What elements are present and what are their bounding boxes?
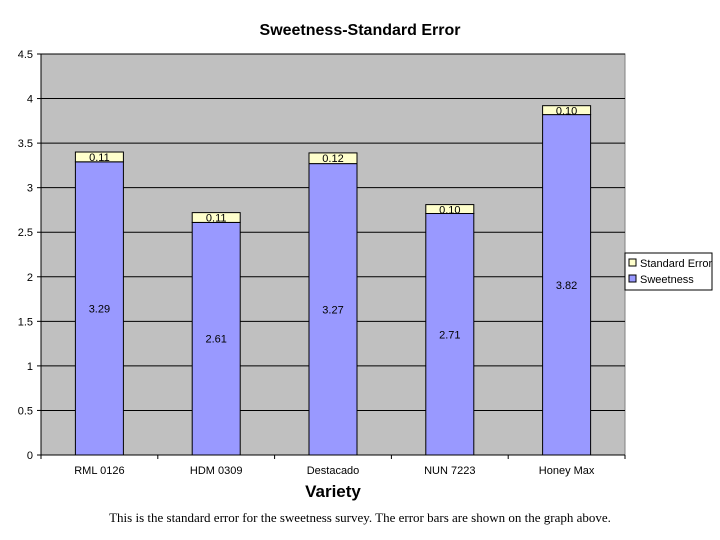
legend: Standard Error Sweetness [624,252,713,291]
y-tick-label: 4 [27,94,33,106]
y-axis-ticks: 0 0.5 1 1.5 2 2.5 3 3.5 4 4.5 [18,49,41,462]
data-label-standard-error: 0.11 [206,213,227,225]
x-axis-label: Variety [305,482,361,501]
y-tick-label: 0 [27,450,33,462]
legend-label-standard-error: Standard Error [640,258,712,270]
bar-sweetness-hdm-0309 [191,221,241,456]
chart-caption: This is the standard error for the sweet… [109,510,611,525]
bar-sweetness-honey-max [542,114,592,456]
x-axis-ticks: RML 0126 HDM 0309 Destacado NUN 7223 Honey M… [40,455,626,477]
x-tick-label: HDM 0309 [190,465,243,477]
y-tick-label: 2 [27,272,33,284]
bar-standard-error-hdm-0309 [191,212,241,223]
bar-standard-error-destacado [308,152,358,165]
legend-swatch-sweetness [628,274,637,283]
bar-sweetness-destacado [308,163,358,456]
bar-sweetness-nun-7223 [425,213,475,456]
x-tick-label: Honey Max [539,465,595,477]
bars: 3.29 0.11 2.61 0.11 3.27 0.12 2.71 0.10 3.82 0.10 [74,105,592,456]
data-label-sweetness: 2.61 [205,334,226,346]
x-tick-label: NUN 7223 [424,465,475,477]
data-label-sweetness: 3.27 [322,304,343,316]
legend-label-sweetness: Sweetness [640,274,694,286]
bar-standard-error-rml-0126 [74,151,124,163]
y-tick-label: 4.5 [18,49,33,61]
y-tick-label: 1 [27,361,33,373]
legend-box [624,252,713,291]
y-tick-label: 2.5 [18,227,33,239]
data-label-sweetness: 3.29 [89,303,110,315]
x-tick-label: RML 0126 [74,465,124,477]
y-tick-label: 3 [27,183,33,195]
x-tick-label: Destacado [307,465,360,477]
y-tick-label: 1.5 [18,316,33,328]
data-label-sweetness: 3.82 [556,280,577,292]
data-label-standard-error: 0.11 [89,152,110,164]
data-label-standard-error: 0.12 [322,153,343,165]
data-label-standard-error: 0.10 [556,106,577,118]
data-label-standard-error: 0.10 [439,205,460,217]
y-tick-label: 0.5 [18,405,33,417]
data-label-sweetness: 2.71 [439,329,460,341]
chart-title: Sweetness-Standard Error [260,22,461,39]
bar-standard-error-honey-max [542,105,592,116]
y-tick-label: 3.5 [18,138,33,150]
bar-standard-error-nun-7223 [425,204,475,215]
legend-swatch-standard-error [628,258,637,267]
